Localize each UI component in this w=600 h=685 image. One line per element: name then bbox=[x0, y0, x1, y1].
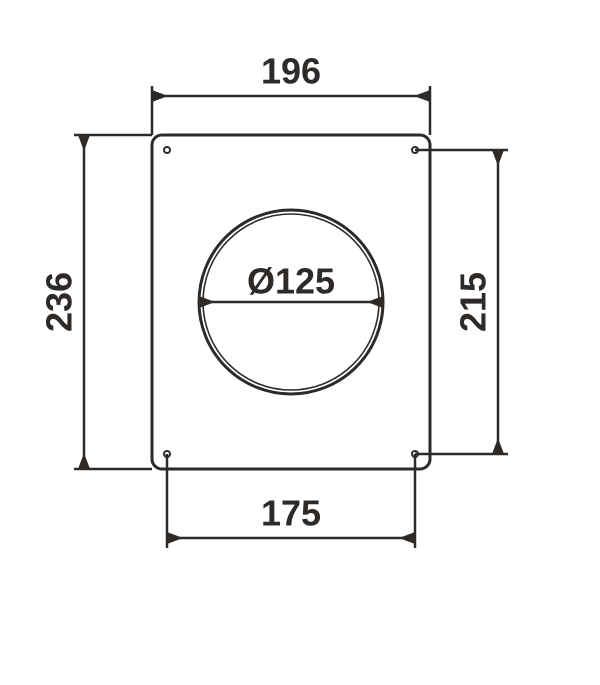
dim-label-diameter: Ø125 bbox=[247, 261, 335, 302]
dim-label-hole-x: 175 bbox=[261, 493, 321, 534]
screw-hole bbox=[164, 147, 170, 153]
dim-label-height: 236 bbox=[39, 272, 80, 332]
technical-drawing: 196 175 236 215 Ø125 bbox=[0, 0, 600, 685]
dim-label-width: 196 bbox=[261, 51, 321, 92]
dim-label-hole-y: 215 bbox=[453, 272, 494, 332]
